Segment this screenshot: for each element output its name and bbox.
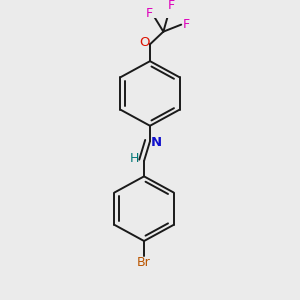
Text: H: H xyxy=(130,152,139,165)
Text: F: F xyxy=(167,0,175,12)
Text: F: F xyxy=(183,18,190,31)
Text: Br: Br xyxy=(137,256,151,269)
Text: N: N xyxy=(151,136,162,149)
Text: O: O xyxy=(140,36,150,49)
Text: F: F xyxy=(146,7,153,20)
